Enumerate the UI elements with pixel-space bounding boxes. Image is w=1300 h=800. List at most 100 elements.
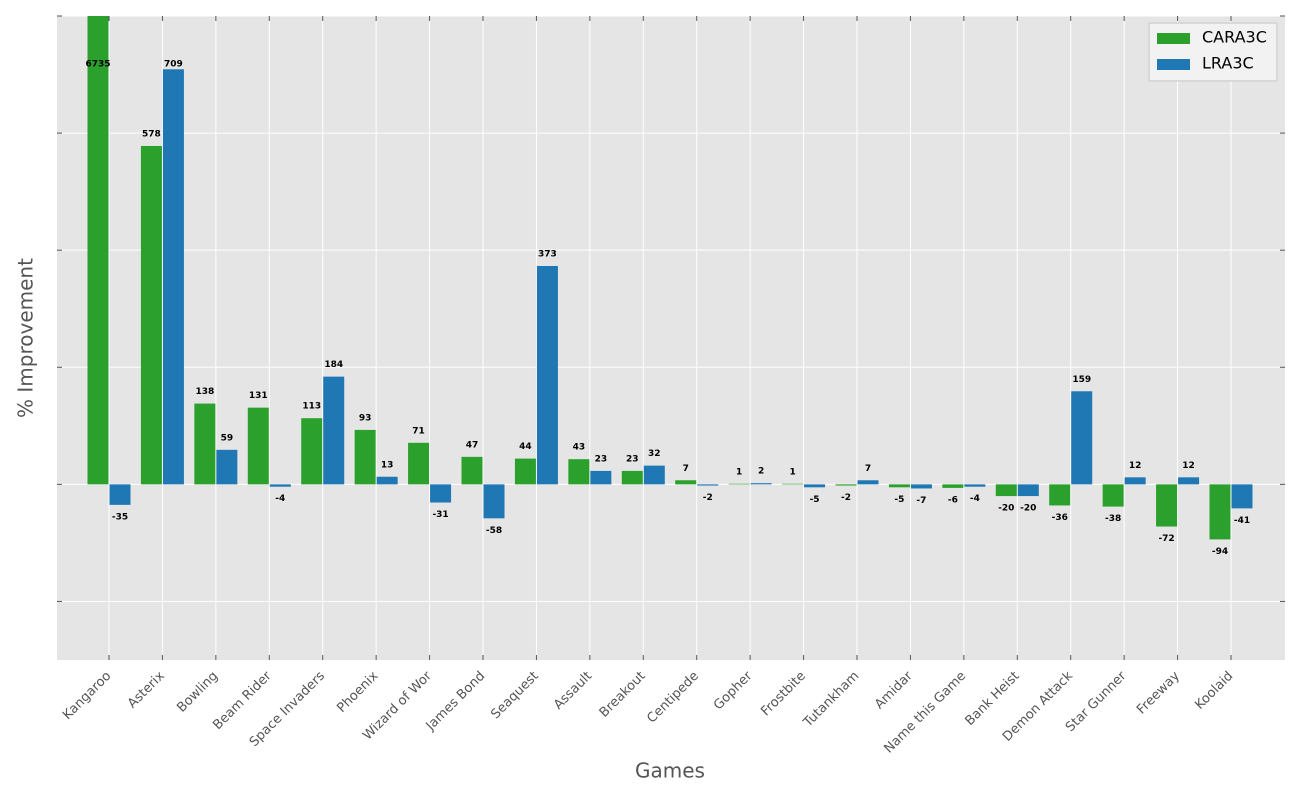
bar [247,407,269,485]
value-label: -58 [486,526,502,536]
bar [675,480,697,485]
value-label: -41 [1234,516,1250,526]
bar [728,483,750,485]
value-label: -4 [970,494,980,504]
value-label: -35 [112,512,128,522]
value-label: 6735 [85,60,110,70]
value-label: 709 [164,60,183,70]
value-label: -7 [916,496,926,506]
value-label: 159 [1072,375,1091,385]
legend-label: CARA3C [1202,28,1267,47]
bar [835,484,857,486]
bar [483,484,505,519]
x-tick-label: Tutankham [800,669,862,731]
bars [87,16,1253,660]
bar [910,484,932,489]
x-tick-label: Asterix [125,668,168,711]
bar [461,456,483,485]
value-label: 2 [758,467,764,477]
bar [301,418,323,485]
plot-area [57,16,1285,660]
legend-swatch [1157,59,1190,70]
x-axis-label: Games [635,759,705,783]
bar [1178,477,1200,485]
bar [568,459,590,485]
value-label: 23 [595,454,608,464]
bar [995,484,1017,497]
value-label: 373 [538,249,557,259]
value-label: 578 [142,129,161,139]
bar [376,476,398,485]
value-label: 47 [466,440,479,450]
x-tick-label: Koolaid [1192,669,1236,713]
value-label: 12 [1129,461,1142,471]
value-label: -38 [1105,514,1121,524]
bar [857,480,879,485]
bar [621,470,643,485]
bar [804,484,826,488]
value-label: 23 [626,454,639,464]
value-label: 7 [865,464,871,474]
value-label: -2 [841,493,851,503]
value-label: 131 [249,391,268,401]
bar [1124,477,1146,485]
bar [1156,484,1178,527]
bar [140,145,162,485]
x-tick-label: Frostbite [758,669,808,719]
value-label: -5 [894,495,904,505]
value-label: -94 [1212,547,1228,557]
value-label: 93 [359,413,372,423]
bar [354,429,376,485]
bar [590,470,612,485]
value-label: 12 [1182,461,1195,471]
x-tick-label: Centipede [644,669,702,727]
value-label: 43 [573,443,586,453]
bar [408,442,430,485]
bar [194,403,216,485]
bar [964,484,986,487]
bar [888,484,910,488]
x-tick-label: Assault [551,669,595,713]
value-label: 13 [381,460,394,470]
value-label: -6 [948,495,958,505]
value-label: 138 [195,387,214,397]
x-tick-label: Amidar [872,668,916,712]
bar [1049,484,1071,506]
value-label: 59 [221,433,234,443]
bar [942,484,964,488]
bar [643,465,665,485]
value-label: -20 [998,504,1014,514]
value-label: -2 [703,493,713,503]
bar [323,376,345,485]
bar [430,484,452,503]
legend-swatch [1157,33,1190,44]
value-label: -31 [432,510,448,520]
bar [109,484,131,505]
bar [1071,391,1093,485]
value-label: 1 [789,467,795,477]
x-tick-label: Gopher [711,668,756,713]
value-label: -5 [810,495,820,505]
bar [536,265,558,485]
x-tick-label: Seaquest [488,669,541,722]
value-label: -72 [1158,534,1174,544]
value-label: -4 [275,494,285,504]
x-tick-label: Breakout [597,669,649,721]
bar [1102,484,1124,507]
bar [162,69,184,485]
bar [216,449,238,485]
x-tick-label: Freeway [1134,668,1183,717]
value-label: 113 [302,402,321,412]
legend-label: LRA3C [1202,54,1254,73]
bar [750,483,772,485]
value-label: 32 [648,449,661,459]
bar [782,483,804,485]
bar [1017,484,1039,497]
bar [514,458,536,485]
value-label: 1 [736,467,742,477]
value-label: 184 [324,360,343,370]
bar [1209,484,1231,540]
value-label: 71 [412,426,425,436]
value-label: -20 [1020,504,1036,514]
